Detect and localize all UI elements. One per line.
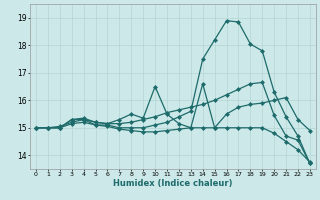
X-axis label: Humidex (Indice chaleur): Humidex (Indice chaleur) bbox=[113, 179, 233, 188]
